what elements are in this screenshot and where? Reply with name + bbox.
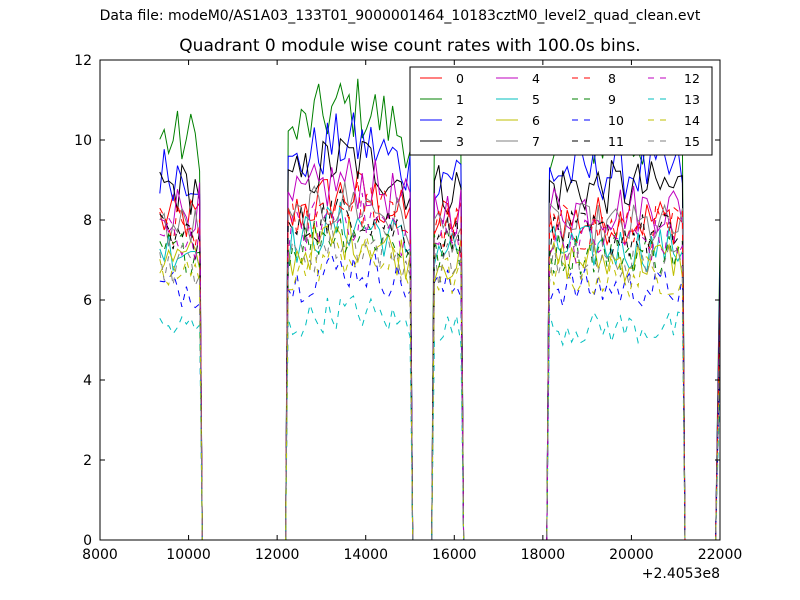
series-line-3 [159, 137, 720, 540]
y-tick-label-6: 6 [83, 293, 92, 309]
legend-label-14: 14 [684, 113, 700, 128]
y-tick-label-4: 4 [83, 373, 92, 389]
series-line-6 [159, 216, 720, 540]
x-tick-label-22000: 22000 [698, 547, 743, 563]
legend-label-10: 10 [608, 113, 624, 128]
x-offset-label: +2.4053e8 [642, 566, 720, 582]
x-tick-label-10000: 10000 [166, 547, 211, 563]
series-line-10 [159, 253, 720, 540]
x-tick-label-16000: 16000 [432, 547, 477, 563]
series-line-5 [159, 201, 720, 540]
series-line-9 [159, 218, 720, 540]
legend-label-13: 13 [684, 92, 700, 107]
series-line-13 [159, 295, 720, 540]
y-tick-label-10: 10 [74, 133, 92, 149]
legend-label-1: 1 [456, 92, 464, 107]
x-tick-label-18000: 18000 [521, 547, 566, 563]
x-tick-label-14000: 14000 [343, 547, 388, 563]
series-line-14 [159, 234, 720, 540]
x-tick-label-20000: 20000 [609, 547, 654, 563]
series-line-11 [159, 188, 720, 540]
y-tick-label-8: 8 [83, 213, 92, 229]
legend-label-2: 2 [456, 113, 464, 128]
legend-label-0: 0 [456, 71, 464, 86]
figure-suptitle: Data file: modeM0/AS1A03_133T01_90000014… [99, 8, 701, 24]
y-tick-label-12: 12 [74, 53, 92, 69]
legend-label-6: 6 [532, 113, 540, 128]
y-tick-label-2: 2 [83, 453, 92, 469]
legend-label-12: 12 [684, 71, 700, 86]
series-line-0 [159, 170, 720, 540]
y-tick-label-0: 0 [83, 533, 92, 549]
series-line-12 [159, 192, 720, 540]
legend-label-7: 7 [532, 134, 540, 149]
series-line-8 [159, 180, 720, 540]
legend-label-11: 11 [608, 134, 624, 149]
ticks-layer: 8000 10000 12000 14000 16000 18000 20000 22000 0… [74, 53, 742, 563]
legend-label-3: 3 [456, 134, 464, 149]
legend-label-9: 9 [608, 92, 616, 107]
legend-label-8: 8 [608, 71, 616, 86]
x-tick-label-8000: 8000 [82, 547, 118, 563]
chart-title: Quadrant 0 module wise count rates with … [179, 36, 641, 56]
legend-label-15: 15 [684, 134, 700, 149]
legend-label-4: 4 [532, 71, 540, 86]
legend-label-5: 5 [532, 92, 540, 107]
legend-box [409, 66, 713, 156]
x-tick-label-12000: 12000 [255, 547, 300, 563]
series-line-15 [159, 224, 720, 540]
